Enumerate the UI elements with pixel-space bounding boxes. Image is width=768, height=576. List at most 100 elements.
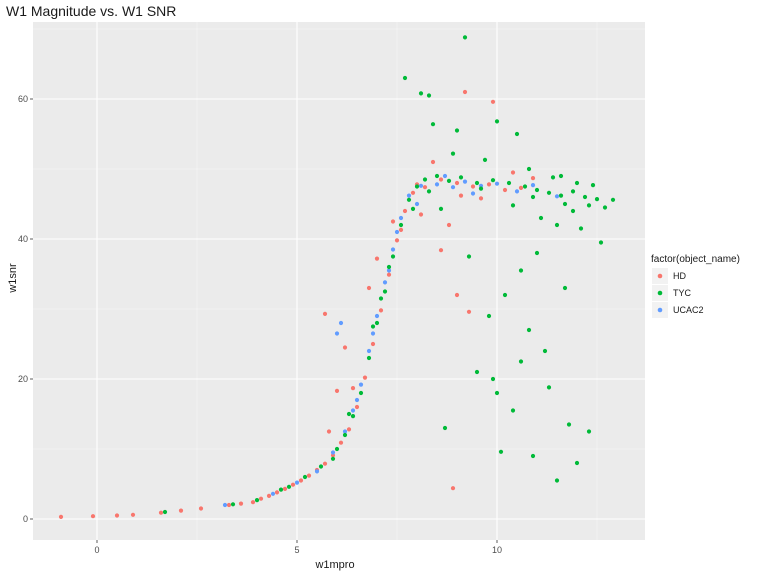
data-point [582,194,588,200]
data-point [342,345,348,350]
data-point [362,375,368,380]
data-point [538,215,544,221]
data-point [506,180,512,186]
data-point [366,355,372,361]
y-tick-label: 0 [23,514,28,524]
data-point [458,175,464,180]
data-point [554,194,560,199]
data-point [414,184,420,189]
data-point [510,408,516,413]
data-point [342,432,348,438]
data-point [394,229,400,235]
data-point [338,320,344,326]
y-tick-label: 20 [18,374,28,384]
data-point [334,331,340,336]
legend: factor(object_name) HD TYC UCAC2 [651,254,740,318]
data-point [390,254,396,259]
data-point [554,222,560,228]
data-point [342,429,348,434]
data-point [378,308,384,313]
data-point [198,506,204,511]
data-point [478,186,484,191]
data-point [346,427,352,432]
data-point [454,292,460,298]
x-tick-label: 5 [294,545,299,555]
data-point [322,461,328,466]
data-point [378,296,384,301]
data-point [414,201,420,207]
data-point [338,440,344,445]
data-point [406,193,412,198]
data-point [458,193,464,198]
legend-label-tyc: TYC [673,288,692,298]
data-point [350,408,356,413]
data-point [302,474,308,480]
data-point [398,222,404,228]
y-axis-title: w1snr [7,263,19,294]
data-point [514,189,520,194]
data-point [486,313,492,319]
data-point [258,496,264,501]
data-point [354,404,360,410]
data-point [282,486,288,491]
data-point [386,264,392,270]
data-point [442,425,448,431]
data-point [518,185,524,190]
legend-items: HD TYC UCAC2 [652,268,704,318]
data-point [394,238,400,243]
data-point [586,429,592,434]
data-point [410,190,416,195]
data-point [334,388,340,393]
data-point [422,177,428,182]
data-point [114,513,120,518]
data-point [462,89,468,95]
data-point [546,190,552,195]
data-point [402,75,408,81]
data-point [270,491,276,496]
data-point [494,390,500,396]
data-point [450,486,456,491]
data-point [454,180,460,186]
data-point [546,385,552,390]
series-tyc [162,35,616,515]
legend-key-tyc [657,290,663,296]
data-point [530,176,536,181]
legend-title: factor(object_name) [651,254,740,265]
data-point [610,197,616,202]
x-tick-label: 10 [492,545,502,555]
data-point [346,411,352,417]
data-point [370,341,376,347]
data-point [602,205,608,210]
data-point [306,473,312,478]
data-point [370,331,376,336]
data-point [382,289,388,294]
data-point [490,178,496,183]
data-point [454,128,460,133]
data-point [594,197,600,202]
data-point [426,93,432,98]
data-point [334,446,340,452]
data-point [478,196,484,201]
data-point [554,478,560,483]
data-point [386,268,392,273]
data-point [178,508,184,513]
data-point [434,173,440,179]
data-point [526,327,532,333]
data-point [226,502,232,508]
data-point [562,285,568,291]
data-point [562,201,568,207]
data-point [510,203,516,208]
data-point [586,203,592,208]
x-axis-title: w1mpro [314,559,354,571]
data-point [286,484,292,489]
data-point [398,215,404,221]
data-point [494,119,500,124]
data-point [374,313,380,319]
data-point [474,180,480,186]
data-point [130,512,136,517]
data-point [498,449,504,454]
data-point [158,510,164,515]
legend-key-ucac2 [657,307,663,313]
data-point [322,311,328,316]
data-point [266,493,272,498]
